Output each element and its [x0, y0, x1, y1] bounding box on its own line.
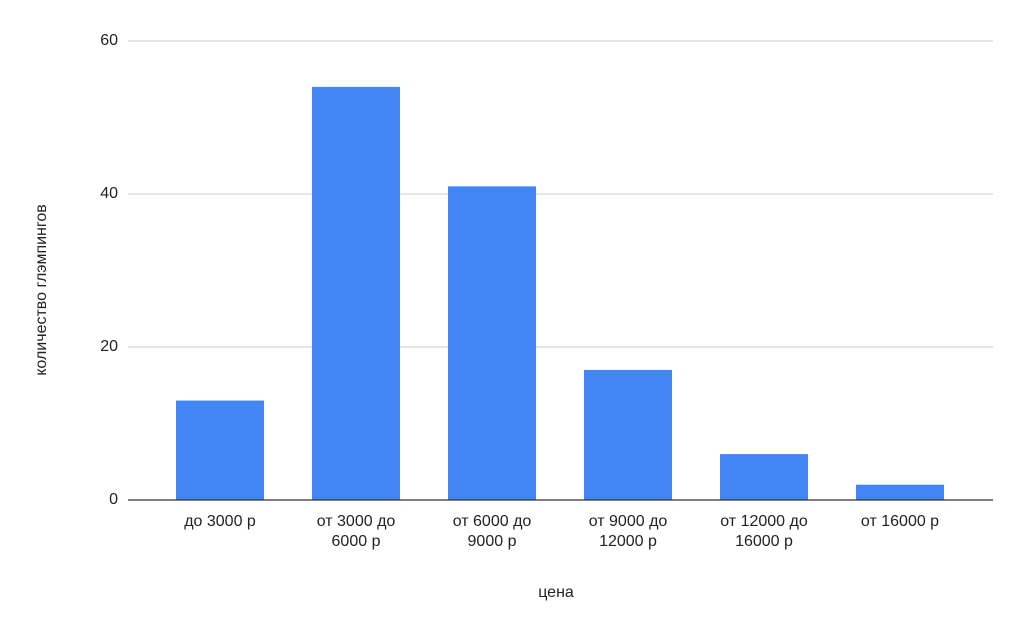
x-tick-label: от 12000 до 16000 р [720, 513, 808, 550]
bar [312, 86, 400, 501]
bar [448, 186, 536, 500]
y-tick-label: 20 [100, 338, 118, 355]
x-tick-label: от 16000 р [860, 513, 940, 530]
y-tick-label: 40 [100, 185, 118, 202]
bar [176, 400, 264, 500]
x-axis-title: цена [538, 584, 574, 601]
y-axis-title: количество глэмпингов [33, 204, 50, 376]
x-tick-label: до 3000 р [184, 513, 256, 530]
bar [720, 454, 808, 500]
bar [856, 484, 944, 500]
y-tick-label: 60 [100, 32, 118, 49]
x-tick-label: от 9000 до 12000 р [588, 513, 668, 550]
x-tick-label: от 3000 до 6000 р [316, 513, 396, 550]
bar [584, 369, 672, 500]
x-tick-label: от 6000 до 9000 р [452, 513, 532, 550]
y-tick-label: 0 [109, 491, 118, 508]
